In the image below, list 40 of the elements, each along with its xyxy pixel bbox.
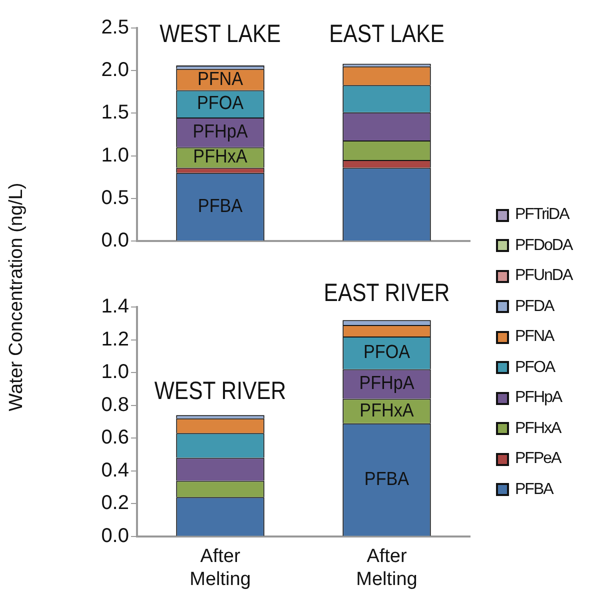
y-tick-label: 0.6 [101,426,129,449]
legend-label: PFHpA [514,388,564,408]
y-tick-label: 0.8 [101,394,129,416]
data-label: PFHxA [360,399,415,420]
legend-label: PFHxA [514,418,562,439]
y-tick-label: 0.5 [101,186,129,209]
data-label: PFHpA [192,120,249,142]
x-tick-label: After Melting [356,546,418,590]
data-label: PFHpA [359,372,416,394]
y-tick-label: 1.5 [101,102,129,124]
y-tick-label: 1.4 [101,296,129,318]
y-tick-label: 0.0 [101,524,129,547]
y-tick-label: 1.2 [101,328,129,350]
text: EAST RIVER [324,278,450,306]
y-tick-label: 0.4 [101,459,129,482]
legend-label: PFTriDA [514,205,570,226]
data-label: PFHxA [193,146,248,167]
annotation: WEST RIVER [154,376,286,404]
y-tick-label: 0.0 [101,230,129,252]
legend-label: PFBA [514,480,554,500]
y-tick-label: 0.2 [101,492,129,514]
annotation: EAST LAKE [329,19,444,48]
legend-label: PFDoDA [514,236,572,256]
y-tick-label: 1.0 [101,144,129,166]
data-label: PFBA [198,195,244,216]
legend-label: PFDA [514,296,556,317]
annotation: WEST LAKE [160,19,281,48]
data-label: PFBA [364,468,410,490]
y-axis-title: Water Concentration (ng/L) [6,182,28,412]
x-tick-label: After Melting [190,546,251,590]
y-tick-label: 2.5 [101,16,129,39]
data-label: PFNA [197,68,244,89]
legend-label: PFPeA [514,449,562,470]
y-tick-label: 2.0 [101,59,129,82]
legend-label: PFUnDA [514,266,572,286]
legend-label: PFOA [514,358,556,378]
y-tick-label: 1.0 [101,361,129,384]
data-label: PFOA [196,92,244,114]
legend-label: PFNA [514,327,556,348]
data-label: PFOA [363,341,411,362]
